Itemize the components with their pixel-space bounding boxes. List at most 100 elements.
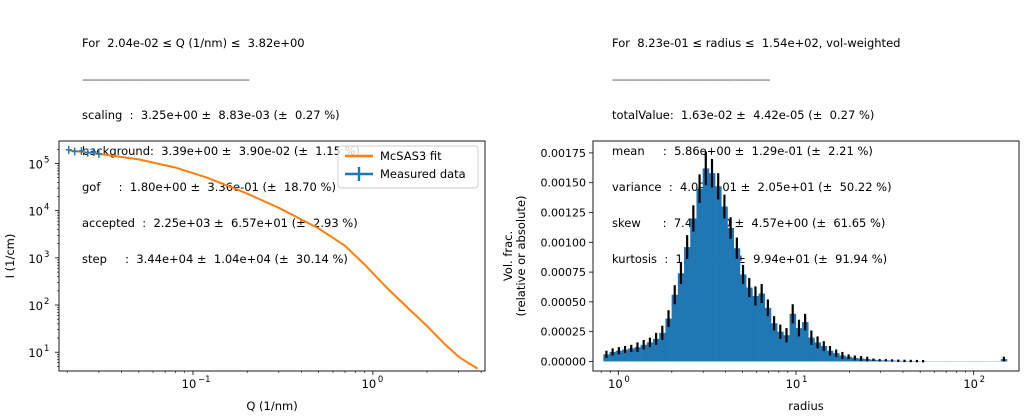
y-tick-exponent: 1 — [44, 344, 49, 354]
y-tick-label: 0.00000 — [541, 355, 587, 368]
legend-fit-label: McSAS3 fit — [380, 149, 442, 163]
x-tick-label: 10 — [963, 377, 978, 391]
measured-point — [95, 149, 102, 158]
measured-point — [65, 145, 72, 154]
y-tick-label: 0.00125 — [541, 207, 587, 220]
histogram-bar — [708, 173, 716, 362]
distribution-y-axis-label: Vol. frac.(relative or absolute) — [501, 196, 528, 317]
scattering-plot-area — [65, 145, 479, 370]
measured-point — [71, 147, 78, 156]
histogram-bar — [665, 318, 672, 362]
measured-point — [84, 148, 91, 157]
histogram-bar — [609, 351, 617, 362]
histogram-bar — [646, 342, 654, 362]
x-tick-exponent: 0 — [624, 375, 629, 385]
histogram-bar — [752, 295, 759, 362]
y-label-line: Vol. frac. — [501, 231, 515, 281]
dist-stats-header: For 8.23e-01 ≤ radius ≤ 1.54e+02, vol-we… — [612, 36, 901, 50]
histogram-bar — [677, 273, 685, 362]
x-tick-label: 10 — [608, 377, 623, 391]
distribution-statistics: For 8.23e-01 ≤ radius ≤ 1.54e+02, vol-we… — [612, 13, 900, 277]
histogram-bar — [820, 345, 828, 362]
dist-stat-total-value: totalValue: 1.63e-02 ± 4.42e-05 (± 0.27 … — [612, 108, 875, 122]
y-tick-label: 10 — [28, 205, 43, 219]
histogram-bar — [634, 347, 641, 362]
histogram-bar — [621, 349, 629, 362]
histogram-bar — [770, 323, 778, 362]
y-tick-label: 10 — [28, 346, 43, 360]
distribution-plot-area — [603, 151, 1008, 363]
histogram-bar — [795, 328, 803, 362]
y-tick-label: 0.00100 — [541, 236, 587, 249]
y-tick-label: 0.00025 — [541, 326, 587, 339]
measured-point — [78, 146, 85, 155]
y-tick-exponent: 2 — [44, 297, 49, 307]
x-tick-exponent: −1 — [198, 375, 211, 385]
distribution-plot-frame — [592, 140, 1020, 372]
y-tick-label: 0.00175 — [541, 147, 587, 160]
y-tick-exponent: 4 — [44, 203, 49, 213]
size-distribution-chart: 10 0 10 1 10 2 0.000000.000250.000500.000750.… — [501, 140, 1020, 413]
scattering-legend: McSAS3 fit Measured data — [337, 145, 479, 189]
fit-statistics: For 2.04e-02 ≤ Q (1/nm) ≤ 3.82e+00 -----… — [82, 13, 360, 277]
scattering-y-axis-label: I (1/cm) — [3, 234, 17, 279]
x-tick-exponent: 0 — [378, 375, 383, 385]
histogram-bar — [628, 348, 635, 362]
y-tick-label: 0.00075 — [541, 266, 587, 279]
x-tick-label: 10 — [362, 377, 377, 391]
x-tick-exponent: 2 — [980, 375, 985, 385]
histogram-bar — [696, 188, 703, 362]
histogram-bar — [758, 293, 766, 362]
histogram-bar — [808, 337, 815, 362]
histogram-bar — [715, 186, 722, 362]
distribution-y-ticks: 0.00000 0.00025 0.00050 0.00075 0.00100 0.001… — [541, 147, 593, 368]
x-tick-label: 10 — [182, 377, 197, 391]
fit-line — [68, 149, 479, 370]
fit-stat-step: step : 3.44e+04 ± 1.04e+04 (± 30.14 %) — [82, 252, 348, 266]
histogram-bar — [721, 206, 728, 362]
y-tick-label: 10 — [28, 158, 43, 172]
histogram-bar — [640, 344, 648, 362]
histogram-bar — [733, 248, 741, 362]
y-tick-exponent: 3 — [44, 250, 49, 260]
histogram-bar — [690, 218, 697, 362]
fit-stat-accepted: accepted : 2.25e+03 ± 6.57e+01 (± 2.93 %… — [82, 216, 358, 230]
histogram-bar — [826, 350, 834, 362]
histogram-bar — [789, 313, 797, 362]
legend-data-swatch — [345, 167, 373, 181]
legend-data-label: Measured data — [380, 167, 466, 181]
histogram-bar — [684, 247, 691, 362]
y-tick-label: 10 — [28, 252, 43, 266]
histogram-bar — [833, 353, 840, 362]
scattering-x-axis-label: Q (1/nm) — [246, 399, 297, 413]
histogram-bar — [615, 350, 623, 362]
fit-stats-separator: ----------------------------------------… — [82, 72, 250, 86]
distribution-x-ticks: 10 0 10 1 10 2 — [600, 371, 985, 391]
y-tick-label: 0.00050 — [541, 296, 587, 309]
fit-stats-header: For 2.04e-02 ≤ Q (1/nm) ≤ 3.82e+00 — [82, 36, 305, 50]
histogram-bar — [652, 338, 660, 362]
dist-stats-separator: ----------------------------------------… — [612, 72, 770, 86]
fit-stat-scaling: scaling : 3.25e+00 ± 8.83e-03 (± 0.27 %) — [82, 108, 340, 122]
histogram-bar — [702, 168, 710, 362]
y-tick-label: 10 — [28, 299, 43, 313]
x-tick-label: 10 — [786, 377, 801, 391]
distribution-x-axis-label: radius — [788, 399, 824, 413]
y-tick-exponent: 5 — [44, 156, 49, 166]
scattering-plot-frame — [58, 140, 486, 372]
y-label-line: (relative or absolute) — [514, 196, 528, 317]
x-tick-exponent: 1 — [802, 375, 807, 385]
scattering-x-ticks: 10 −1 10 0 — [66, 371, 482, 391]
histogram-bar — [764, 307, 772, 362]
histogram-bar — [659, 332, 666, 362]
fit-stat-gof: gof : 1.80e+00 ± 3.36e-01 (± 18.70 %) — [82, 180, 336, 194]
histogram-bar — [814, 342, 821, 362]
histogram-bar — [727, 227, 735, 362]
histogram-bar — [671, 294, 679, 362]
histogram-bar — [746, 287, 753, 362]
dist-stat-mean: mean : 5.86e+00 ± 1.29e-01 (± 2.21 %) — [612, 144, 873, 158]
y-tick-label: 0.00150 — [541, 177, 587, 190]
histogram-bar — [739, 274, 747, 362]
